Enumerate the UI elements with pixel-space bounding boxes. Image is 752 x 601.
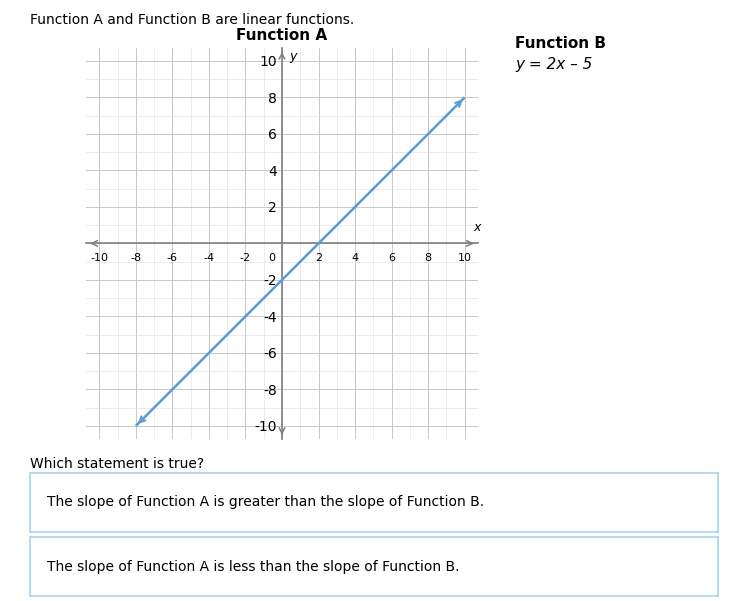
Text: 4: 4 bbox=[351, 254, 359, 263]
Text: y: y bbox=[290, 50, 297, 63]
Text: x: x bbox=[473, 221, 481, 234]
Text: -4: -4 bbox=[203, 254, 214, 263]
Text: 8: 8 bbox=[425, 254, 432, 263]
Text: The slope of Function A is greater than the slope of Function B.: The slope of Function A is greater than … bbox=[47, 495, 484, 510]
Text: 6: 6 bbox=[388, 254, 395, 263]
Text: 0: 0 bbox=[268, 254, 275, 263]
Text: -8: -8 bbox=[130, 254, 141, 263]
Text: 2: 2 bbox=[315, 254, 322, 263]
Text: -6: -6 bbox=[167, 254, 178, 263]
Text: -2: -2 bbox=[240, 254, 251, 263]
Title: Function A: Function A bbox=[236, 28, 328, 43]
Text: 10: 10 bbox=[458, 254, 472, 263]
Text: y = 2x – 5: y = 2x – 5 bbox=[515, 57, 593, 72]
Text: The slope of Function A is less than the slope of Function B.: The slope of Function A is less than the… bbox=[47, 560, 459, 574]
Text: Which statement is true?: Which statement is true? bbox=[30, 457, 205, 471]
Text: -10: -10 bbox=[90, 254, 108, 263]
Text: Function B: Function B bbox=[515, 36, 606, 51]
Text: Function A and Function B are linear functions.: Function A and Function B are linear fun… bbox=[30, 13, 354, 27]
